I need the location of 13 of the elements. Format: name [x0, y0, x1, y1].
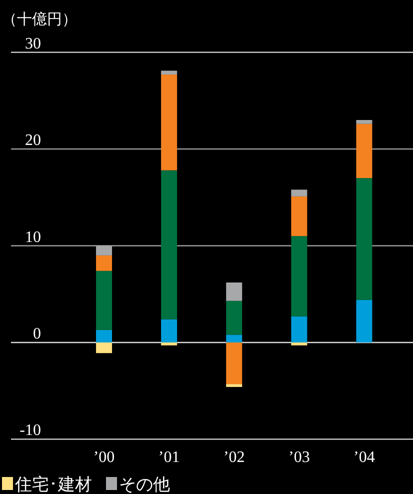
x-tick-label: ’00: [93, 449, 115, 466]
y-axis-title: （十億円）: [2, 11, 77, 28]
legend-label: 住宅･建材: [14, 475, 92, 494]
y-tick-label: 30: [25, 35, 41, 52]
x-tick-label: ’02: [223, 449, 245, 466]
legend-label: その他: [119, 475, 170, 494]
y-tick-label: 0: [33, 325, 41, 342]
y-tick-label: -10: [20, 422, 41, 440]
x-tick-label: ’04: [354, 449, 375, 466]
y-tick-label: 20: [25, 132, 41, 150]
x-tick-label: ’03: [288, 449, 310, 466]
x-tick-label: ’01: [158, 449, 180, 466]
y-tick-label: 10: [25, 228, 41, 246]
